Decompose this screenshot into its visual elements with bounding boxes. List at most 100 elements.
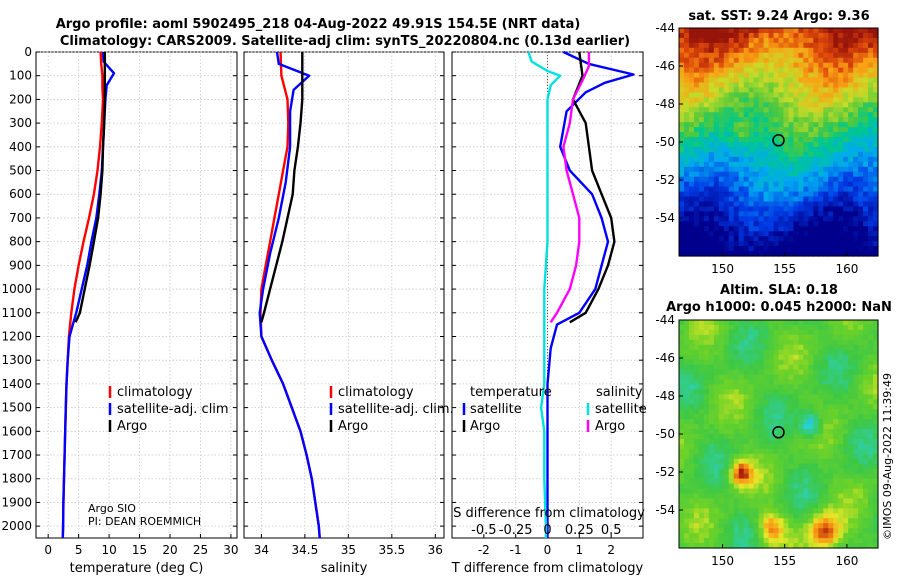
map-cell bbox=[858, 216, 864, 222]
map-cell bbox=[723, 320, 730, 326]
map-cell bbox=[863, 77, 869, 84]
map-cell bbox=[843, 221, 849, 227]
map-cell bbox=[698, 92, 705, 98]
map-cell bbox=[783, 122, 790, 128]
map-cell bbox=[798, 364, 804, 371]
map-cell bbox=[813, 334, 819, 341]
map-cell bbox=[873, 196, 879, 203]
map-cell bbox=[843, 226, 849, 232]
map-cell bbox=[823, 424, 829, 430]
map-cell bbox=[868, 334, 874, 341]
map-cell bbox=[863, 216, 869, 222]
map-cell bbox=[688, 533, 695, 539]
map-cell bbox=[873, 176, 879, 183]
map-cell bbox=[728, 543, 735, 549]
map-cell bbox=[853, 374, 859, 381]
map-cell bbox=[728, 364, 735, 371]
map-cell bbox=[758, 320, 765, 326]
map-cell bbox=[733, 82, 740, 89]
map-cell bbox=[763, 221, 770, 227]
map-cell bbox=[728, 132, 735, 138]
map-cell bbox=[693, 329, 700, 336]
map-cell bbox=[743, 483, 750, 490]
map-cell bbox=[748, 57, 755, 64]
map-cell bbox=[763, 344, 770, 351]
map-cell bbox=[848, 112, 854, 118]
map-cell bbox=[708, 137, 715, 143]
map-cell bbox=[773, 329, 780, 336]
map-cell bbox=[758, 176, 765, 183]
map-cell bbox=[693, 448, 700, 455]
map-cell bbox=[808, 107, 814, 113]
map-cell bbox=[688, 211, 695, 217]
map-cell bbox=[808, 389, 814, 395]
map-cell bbox=[848, 379, 854, 386]
map-cell bbox=[793, 201, 799, 208]
map-cell bbox=[683, 503, 690, 509]
map-cell bbox=[848, 156, 854, 163]
map-cell bbox=[873, 463, 879, 470]
map-cell bbox=[728, 503, 735, 509]
map-cell bbox=[818, 320, 824, 326]
map-cell bbox=[728, 498, 735, 504]
map-cell bbox=[833, 117, 839, 123]
map-cell bbox=[843, 394, 849, 400]
map-cell bbox=[768, 364, 775, 371]
map-cell bbox=[798, 251, 804, 257]
map-cell bbox=[863, 146, 869, 153]
map-cell bbox=[738, 538, 745, 544]
map-cell bbox=[768, 438, 775, 445]
legend-label-climatology: climatology bbox=[117, 385, 193, 400]
map-cell bbox=[693, 334, 700, 341]
map-cell bbox=[748, 142, 755, 148]
map-cell bbox=[778, 359, 785, 366]
map-cell bbox=[753, 216, 760, 222]
map-cell bbox=[843, 196, 849, 203]
map-cell bbox=[833, 329, 839, 336]
map-cell bbox=[853, 364, 859, 371]
map-cell bbox=[733, 42, 740, 49]
map-cell bbox=[858, 448, 864, 455]
map-cell bbox=[808, 28, 814, 34]
map-cell bbox=[778, 389, 785, 395]
map-cell bbox=[713, 67, 720, 74]
map-cell bbox=[679, 112, 685, 118]
map-cell bbox=[708, 211, 715, 217]
map-cell bbox=[683, 226, 690, 232]
map-cell bbox=[813, 107, 819, 113]
map-cell bbox=[778, 236, 785, 242]
map-cell bbox=[773, 513, 780, 519]
map-cell bbox=[723, 458, 730, 465]
map-cell bbox=[798, 176, 804, 183]
map-cell bbox=[698, 414, 705, 420]
map-cell bbox=[758, 483, 765, 490]
map-cell bbox=[683, 364, 690, 371]
map-cell bbox=[698, 448, 705, 455]
map-cell bbox=[763, 211, 770, 217]
map-cell bbox=[793, 57, 799, 64]
map-cell bbox=[838, 176, 844, 183]
map-cell bbox=[688, 334, 695, 341]
map-cell bbox=[683, 453, 690, 460]
map-cell bbox=[703, 468, 710, 475]
map-cell bbox=[683, 518, 690, 524]
map-cell bbox=[823, 166, 829, 173]
map-cell bbox=[738, 32, 745, 39]
map-cell bbox=[818, 57, 824, 64]
map-cell bbox=[753, 191, 760, 198]
map-cell bbox=[713, 473, 720, 480]
map-cell bbox=[773, 57, 780, 64]
map-cell bbox=[768, 409, 775, 415]
map-cell bbox=[848, 488, 854, 495]
map-cell bbox=[863, 127, 869, 133]
map-cell bbox=[728, 473, 735, 480]
map-cell bbox=[738, 438, 745, 445]
map-cell bbox=[723, 354, 730, 361]
map-cell bbox=[843, 201, 849, 208]
map-cell bbox=[808, 419, 814, 425]
map-cell bbox=[768, 354, 775, 361]
map-cell bbox=[803, 151, 809, 158]
map-cell bbox=[723, 503, 730, 509]
map-cell bbox=[823, 488, 829, 495]
map-cell bbox=[843, 434, 849, 440]
